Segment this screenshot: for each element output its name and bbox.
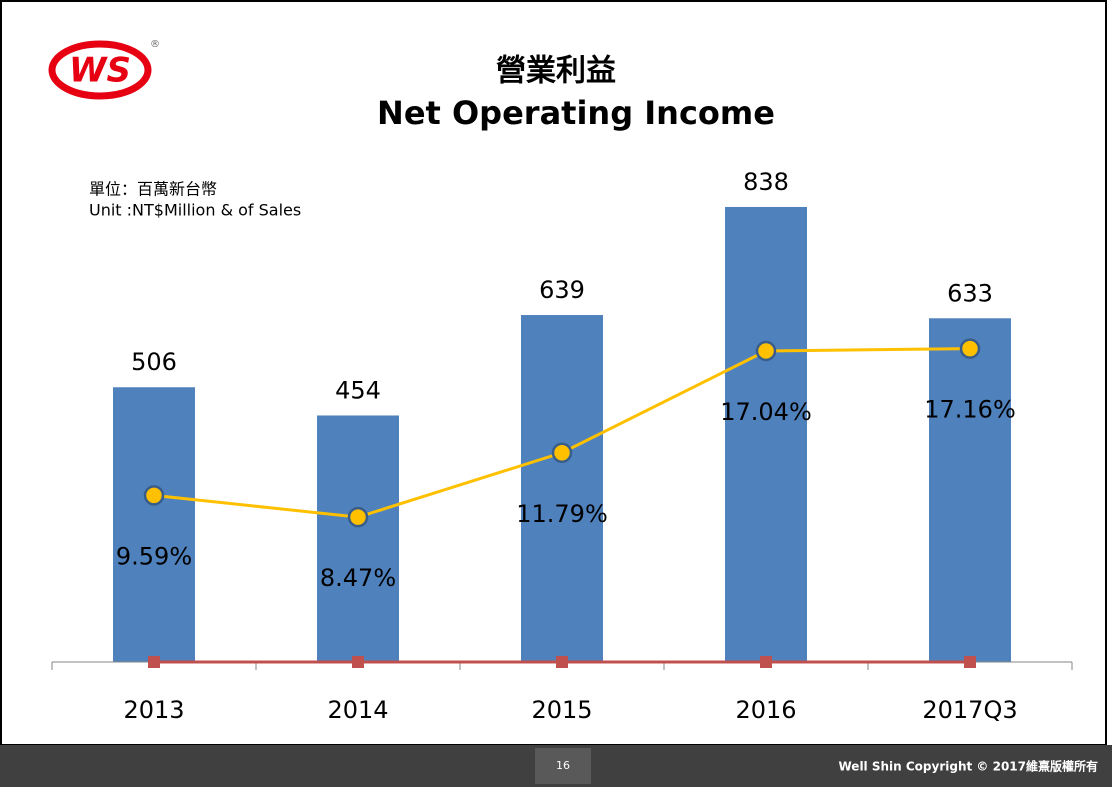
line-value-label: 8.47% (320, 564, 396, 592)
logo-ring (48, 40, 152, 100)
bar-value-label: 639 (539, 276, 585, 304)
unit-note: Unit :NT$Million & of Sales (89, 201, 301, 220)
line-marker (347, 506, 369, 528)
bar-value-label: 633 (947, 279, 993, 307)
line-value-label: 17.16% (924, 396, 1016, 424)
line-value-label: 17.04% (720, 398, 812, 426)
bar-value-label: 838 (743, 168, 789, 196)
x-tick-label: 2014 (327, 696, 388, 724)
x-tick-label: 2017Q3 (922, 696, 1017, 724)
line-marker (755, 340, 777, 362)
x-tick-label: 2016 (735, 696, 796, 724)
x-tick-label: 2015 (531, 696, 592, 724)
line-marker (143, 485, 165, 506)
line-marker (760, 656, 772, 668)
unit-note: 單位：百萬新台幣 (89, 180, 217, 199)
line-marker (964, 656, 976, 668)
line-value-label: 9.59% (116, 542, 192, 570)
chart-title: 營業利益 (496, 54, 616, 89)
bar-value-label: 506 (131, 348, 177, 376)
logo: WS ® (48, 39, 160, 100)
line-value-label: 11.79% (516, 500, 608, 528)
logo-text: WS (69, 51, 131, 91)
x-tick-label: 2013 (123, 696, 184, 724)
copyright: Well Shin Copyright © 2017維熹版權所有 (839, 759, 1099, 774)
line-marker (148, 656, 160, 668)
bar (725, 206, 807, 662)
line-marker (959, 338, 981, 359)
line-marker (551, 442, 573, 464)
page-number: 16 (556, 759, 570, 772)
page-box (535, 748, 591, 784)
bar (317, 415, 399, 662)
line-marker (352, 656, 364, 668)
bar (929, 318, 1011, 662)
bar-value-label: 454 (335, 376, 381, 404)
logo-registered: ® (150, 39, 160, 50)
line-marker (556, 656, 568, 668)
bar (521, 315, 603, 662)
bar (113, 387, 195, 662)
chart-subtitle: Net Operating Income (377, 94, 775, 132)
